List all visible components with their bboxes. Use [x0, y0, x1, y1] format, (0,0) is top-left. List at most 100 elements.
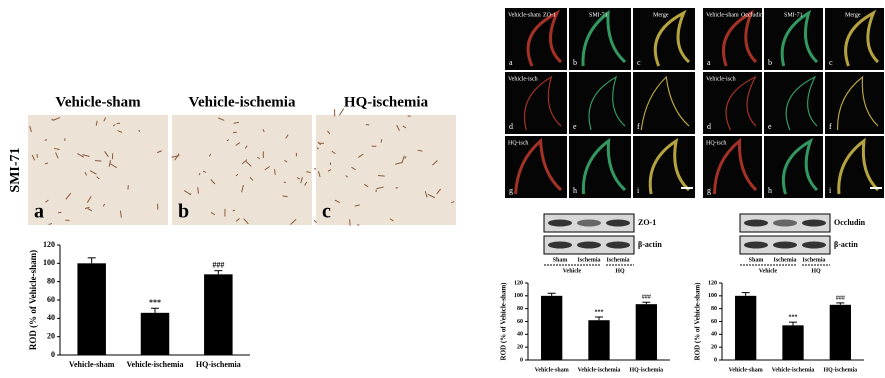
- image-label: SMI-71: [784, 12, 803, 18]
- y-tick-label: 40: [47, 313, 55, 322]
- band-label: ZO-1: [638, 218, 656, 227]
- vessel-signal: [785, 75, 818, 131]
- panel-letter: e: [573, 122, 577, 131]
- image-label: HQ-isch: [508, 140, 528, 146]
- image-label: Occludin: [741, 12, 763, 18]
- panel-letter: h: [768, 186, 772, 195]
- band: [802, 241, 826, 249]
- vessel: [451, 200, 455, 204]
- vessel: [282, 195, 288, 198]
- x-tick-label: HQ-ischemia: [629, 367, 663, 373]
- bar: [588, 320, 610, 360]
- vessel: [264, 166, 270, 171]
- vessel: [51, 118, 54, 121]
- vessel: [313, 219, 317, 223]
- y-tick-label: 20: [47, 331, 55, 340]
- y-tick-label: 80: [517, 306, 523, 312]
- bar: [140, 312, 170, 355]
- vessel: [55, 152, 59, 159]
- bar: [541, 295, 563, 360]
- y-tick-label: 120: [708, 280, 717, 286]
- image-label: Vehicle-sham: [508, 12, 541, 18]
- x-tick-label: Vehicle-sham: [535, 367, 569, 373]
- y-tick-label: 20: [517, 345, 523, 351]
- row-label: SMI-71: [8, 147, 23, 192]
- panel-letter: b: [573, 58, 577, 67]
- vessel: [52, 117, 61, 121]
- vessel: [44, 162, 49, 165]
- vessel: [45, 199, 49, 203]
- vessel: [377, 174, 385, 177]
- vessel: [82, 154, 90, 157]
- vessel: [138, 129, 141, 133]
- vessel-signal: [781, 137, 819, 195]
- y-tick-label: 120: [514, 280, 523, 286]
- bar: [829, 304, 851, 360]
- vessel: [65, 192, 72, 200]
- vessel: [210, 179, 216, 185]
- vessel: [380, 139, 383, 143]
- micrograph: [316, 115, 456, 225]
- vessel: [327, 169, 332, 172]
- lane-label: Ischemia: [578, 257, 601, 263]
- image-label: Vehicle-isch: [706, 76, 736, 82]
- panel-letter: d: [509, 122, 513, 131]
- fluorescence-image: [764, 72, 823, 134]
- y-tick-label: 80: [47, 276, 55, 285]
- vessel: [317, 170, 321, 178]
- y-tick-label: 0: [520, 357, 523, 363]
- vessel: [202, 170, 207, 173]
- vessel-signal: [514, 137, 563, 195]
- vessel: [235, 173, 239, 177]
- vessel: [198, 172, 201, 176]
- vessel: [389, 218, 394, 222]
- vessel: [103, 117, 107, 122]
- vessel: [117, 130, 123, 133]
- panel-letter: f: [637, 122, 640, 131]
- panel-letter: c: [322, 201, 331, 223]
- column-title: Vehicle-ischemia: [189, 94, 296, 110]
- significance-label: ###: [836, 295, 845, 301]
- band: [548, 219, 572, 227]
- vessel-signal: [725, 75, 757, 131]
- vessel: [112, 124, 116, 127]
- vessel: [208, 153, 212, 157]
- band: [773, 219, 797, 227]
- vessel: [53, 147, 60, 150]
- y-tick-label: 0: [714, 357, 717, 363]
- vessel: [245, 161, 252, 167]
- image-label: HQ-isch: [706, 140, 726, 146]
- vessel: [304, 181, 308, 186]
- image-label: ZO-1: [543, 12, 556, 18]
- vessel: [109, 163, 117, 169]
- panel-letter: a: [34, 201, 44, 223]
- fluorescence-image: [825, 72, 884, 134]
- vessel: [285, 134, 289, 139]
- vessel: [296, 177, 300, 180]
- vessel: [232, 209, 236, 212]
- vessel: [290, 218, 297, 225]
- vessel: [197, 187, 199, 194]
- x-tick-label: Vehicle-sham: [729, 367, 763, 373]
- vessel: [243, 218, 249, 225]
- vessel: [119, 210, 122, 218]
- vessel: [210, 211, 216, 216]
- fluorescence-image: [633, 72, 695, 134]
- panel-letter: c: [829, 58, 833, 67]
- x-tick-label: HQ-ischemia: [196, 360, 241, 369]
- y-tick-label: 60: [517, 319, 523, 325]
- panel-letter: b: [178, 201, 189, 223]
- y-tick-label: 40: [711, 332, 717, 338]
- micrograph: [172, 115, 312, 225]
- vessel: [274, 169, 276, 175]
- vessel: [31, 154, 36, 161]
- vessel: [156, 150, 162, 154]
- y-tick-label: 60: [711, 319, 717, 325]
- vessel: [235, 142, 241, 146]
- y-tick-label: 40: [517, 332, 523, 338]
- vessel: [351, 166, 356, 171]
- image-label: Vehicle-sham: [706, 12, 739, 18]
- vessel: [241, 184, 244, 193]
- vessel: [316, 147, 320, 150]
